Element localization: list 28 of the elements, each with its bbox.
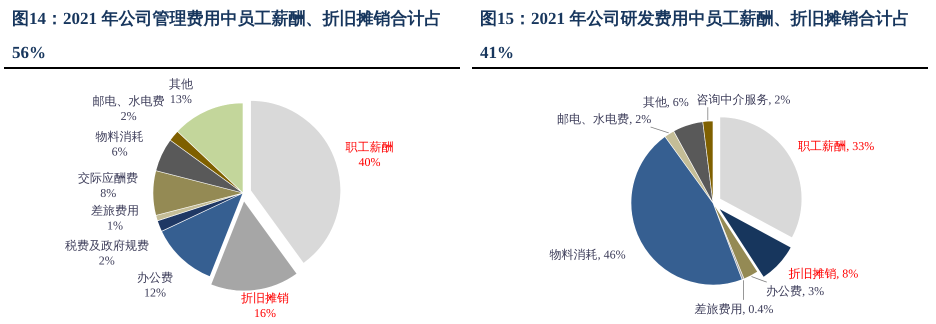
chart-title: 图14：2021 年公司管理费用中员工薪酬、折旧摊销合计占 56% <box>12 8 442 64</box>
slice-label: 其他 <box>168 77 193 91</box>
chart-title: 图15：2021 年公司研发费用中员工薪酬、折旧摊销合计占 41% <box>480 8 910 64</box>
data-label: 6% <box>112 144 128 159</box>
data-label: 1% <box>106 218 123 233</box>
slice-label: 咨询中介服务, 2% <box>696 92 790 106</box>
slice-label: 差旅费用 <box>90 204 139 218</box>
slice-label: 办公费, 3% <box>766 284 824 298</box>
slice-label: 交际应酬费 <box>78 170 138 185</box>
slice-label: 差旅费用, 0.4% <box>694 302 774 316</box>
slice-label: 其他, 6% <box>642 94 689 109</box>
data-label: 40% <box>358 154 380 169</box>
slice-label: 物料消耗, 46% <box>550 247 626 262</box>
data-label: 8% <box>100 186 116 200</box>
data-label: 13% <box>170 92 192 106</box>
slice-label: 职工薪酬, 33% <box>798 138 874 153</box>
slice-label: 折旧摊销, 8% <box>788 266 858 281</box>
data-label: 2% <box>98 254 115 268</box>
data-label: 2% <box>120 108 137 123</box>
slice-label: 邮电、水电费, 2% <box>557 112 652 126</box>
slice-label: 邮电、水电费 <box>92 94 165 108</box>
slice-label: 物料消耗 <box>96 130 144 144</box>
data-label: 12% <box>144 286 166 300</box>
data-label: 16% <box>254 306 276 320</box>
slice-label: 折旧摊销 <box>241 291 290 305</box>
slice-label: 职工薪酬 <box>345 140 394 154</box>
slice-label: 办公费 <box>136 270 173 285</box>
slice-label: 税费及政府规费 <box>64 238 149 253</box>
